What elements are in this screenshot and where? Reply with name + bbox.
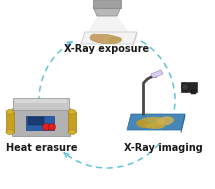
Circle shape — [43, 123, 49, 130]
Polygon shape — [81, 32, 137, 44]
Bar — [93, 0, 121, 8]
Ellipse shape — [68, 109, 76, 115]
Bar — [181, 82, 197, 92]
Polygon shape — [151, 70, 163, 78]
Text: X-Ray exposure: X-Ray exposure — [64, 44, 150, 54]
Polygon shape — [93, 7, 121, 16]
Ellipse shape — [156, 116, 174, 126]
Ellipse shape — [136, 120, 150, 128]
Circle shape — [49, 123, 55, 130]
Bar — [13, 98, 69, 110]
Ellipse shape — [145, 123, 165, 129]
Polygon shape — [181, 114, 185, 133]
Polygon shape — [85, 16, 133, 38]
Ellipse shape — [90, 34, 104, 42]
Bar — [68, 112, 76, 132]
Bar — [26, 116, 54, 130]
Bar — [191, 90, 196, 94]
Ellipse shape — [108, 36, 122, 43]
Circle shape — [181, 84, 189, 91]
Polygon shape — [133, 32, 137, 47]
Ellipse shape — [68, 129, 76, 135]
Ellipse shape — [90, 34, 120, 44]
Bar — [28, 117, 44, 125]
Ellipse shape — [6, 109, 14, 115]
Polygon shape — [127, 114, 185, 130]
Bar — [15, 99, 67, 103]
Ellipse shape — [137, 117, 165, 127]
Text: Heat erasure: Heat erasure — [6, 143, 78, 153]
Bar — [6, 112, 14, 132]
Bar — [12, 108, 70, 136]
Text: X-Ray imaging: X-Ray imaging — [124, 143, 202, 153]
Ellipse shape — [6, 129, 14, 135]
